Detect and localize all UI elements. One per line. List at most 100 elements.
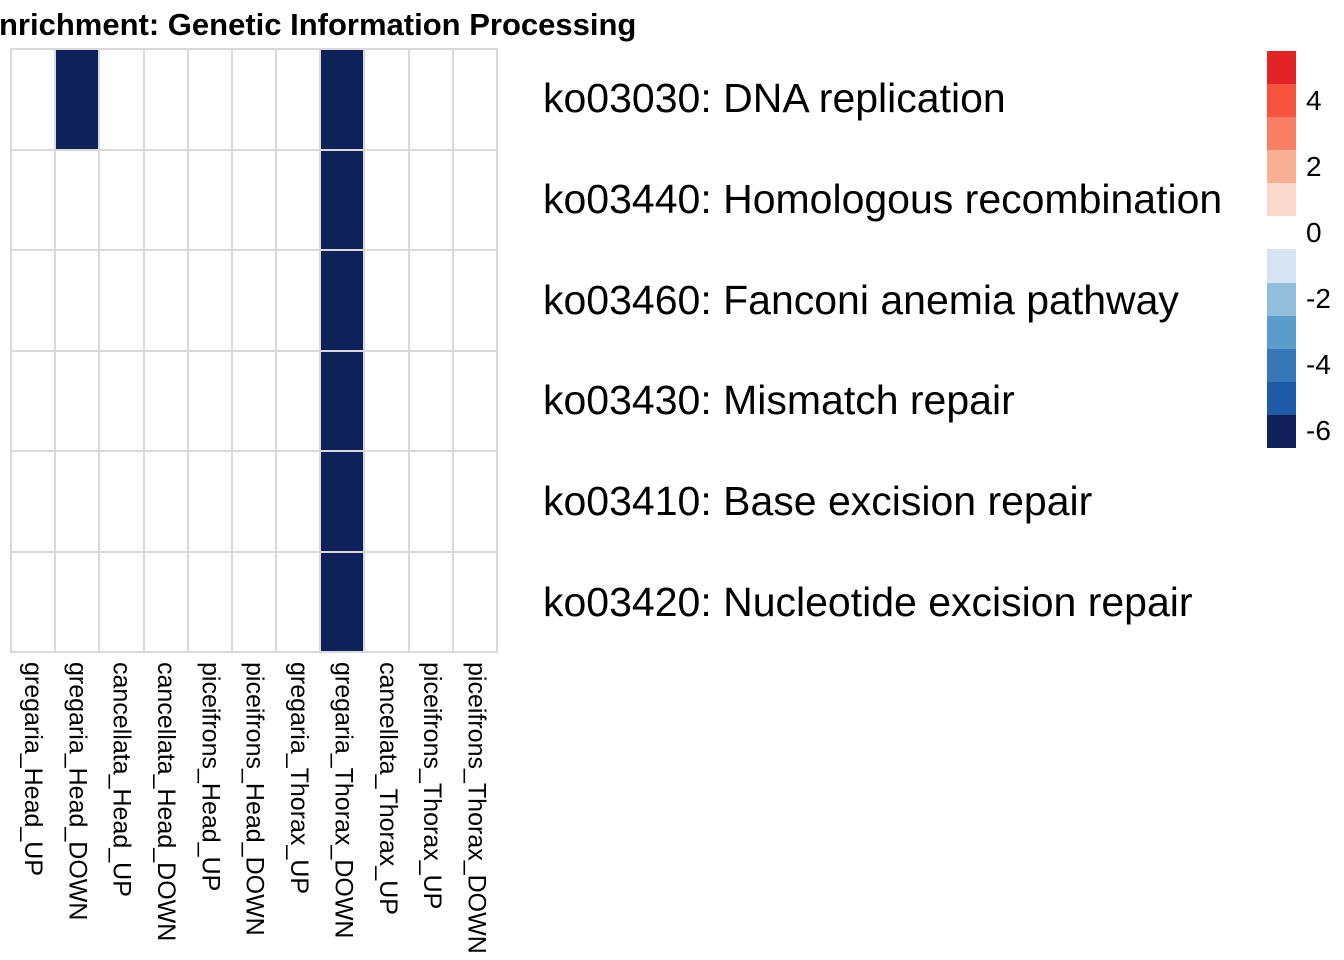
heatmap-cell — [12, 452, 55, 551]
column-label: cancellata_Thorax_UP — [373, 662, 402, 915]
column-label: piceifrons_Thorax_DOWN — [462, 662, 491, 954]
heatmap-cell — [453, 50, 496, 149]
legend-color-bin — [1267, 315, 1296, 349]
heatmap-cell — [277, 351, 320, 450]
color-scale-legend — [1267, 51, 1296, 448]
column-label: piceifrons_Head_DOWN — [240, 662, 269, 936]
heatmap-cell — [277, 452, 320, 551]
heatmap-cell — [232, 251, 276, 350]
legend-tick-label: -2 — [1306, 283, 1331, 315]
heatmap-cell — [365, 452, 408, 551]
column-label: piceifrons_Thorax_UP — [418, 662, 447, 910]
legend-color-bin — [1267, 282, 1296, 316]
legend-color-bin — [1267, 51, 1296, 85]
legend-color-bin — [1267, 381, 1296, 415]
heatmap-cell — [144, 150, 187, 249]
row-label: ko03030: DNA replication — [543, 74, 1006, 121]
column-label: piceifrons_Head_UP — [196, 662, 225, 892]
column-label-slot: piceifrons_Thorax_UP — [409, 662, 453, 960]
heatmap-cell — [188, 150, 231, 249]
heatmap-cell — [365, 150, 408, 249]
heatmap-cell — [321, 50, 364, 149]
column-label: cancellata_Head_DOWN — [152, 662, 180, 942]
heatmap-grid — [10, 48, 498, 653]
heatmap-cell — [453, 150, 496, 249]
legend-color-bin — [1267, 117, 1296, 151]
heatmap-cell — [12, 251, 55, 350]
heatmap-cell — [453, 552, 496, 651]
heatmap-cell — [56, 552, 99, 651]
legend-color-bin — [1267, 216, 1296, 250]
legend-color-bin — [1267, 183, 1296, 217]
heatmap-cell — [56, 351, 99, 450]
column-label-slot: gregaria_Head_DOWN — [54, 662, 98, 960]
heatmap-cell — [321, 351, 364, 450]
column-label-slot: cancellata_Head_UP — [99, 662, 143, 960]
heatmap-cell — [409, 452, 452, 551]
heatmap-cell — [100, 552, 143, 651]
column-label: cancellata_Head_UP — [107, 662, 136, 897]
column-label-slot: piceifrons_Head_DOWN — [232, 662, 276, 960]
heatmap-cell — [365, 351, 408, 450]
heatmap-cell — [409, 351, 452, 450]
legend-tick-label: 2 — [1306, 150, 1322, 182]
legend-tick-label: -6 — [1306, 415, 1331, 447]
heatmap-cell — [12, 552, 55, 651]
heatmap-cell — [409, 251, 452, 350]
legend-color-bin — [1267, 414, 1296, 448]
column-label-slot: piceifrons_Head_UP — [187, 662, 231, 960]
heatmap-cell — [453, 251, 496, 350]
heatmap-cell — [277, 50, 320, 149]
heatmap-cell — [232, 50, 276, 149]
heatmap-cell — [321, 150, 364, 249]
heatmap-cell — [409, 552, 452, 651]
row-label: ko03410: Base excision repair — [543, 478, 1093, 525]
heatmap-cell — [409, 150, 452, 249]
heatmap-cell — [232, 351, 276, 450]
heatmap-cell — [365, 50, 408, 149]
column-label-slot: gregaria_Thorax_DOWN — [321, 662, 365, 960]
heatmap-cell — [232, 552, 276, 651]
heatmap-cell — [56, 50, 99, 149]
column-label: gregaria_Thorax_DOWN — [329, 662, 358, 939]
heatmap-cell — [277, 552, 320, 651]
column-label-slot: gregaria_Thorax_UP — [276, 662, 320, 960]
heatmap-cell — [56, 251, 99, 350]
heatmap-cell — [188, 50, 231, 149]
legend-color-bin — [1267, 150, 1296, 184]
legend-tick-labels: 4 2 0 -2 -4 -6 — [1306, 0, 1344, 960]
row-label: ko03440: Homologous recombination — [543, 175, 1223, 222]
heatmap-cell — [144, 251, 187, 350]
heatmap-cell — [100, 452, 143, 551]
heatmap-cell — [321, 452, 364, 551]
heatmap-cell — [12, 150, 55, 249]
legend-tick-label: -4 — [1306, 349, 1331, 381]
row-label: ko03420: Nucleotide excision repair — [543, 579, 1193, 626]
heatmap-cell — [188, 452, 231, 551]
legend-color-bin — [1267, 84, 1296, 118]
heatmap-cell — [144, 552, 187, 651]
column-label-slot: piceifrons_Thorax_DOWN — [454, 662, 498, 960]
heatmap-cell — [100, 50, 143, 149]
legend-tick-label: 4 — [1306, 84, 1322, 116]
heatmap-cell — [100, 351, 143, 450]
heatmap-cell — [321, 552, 364, 651]
heatmap-cell — [144, 50, 187, 149]
column-label-slot: gregaria_Head_UP — [10, 662, 54, 960]
column-label: gregaria_Head_DOWN — [63, 662, 92, 921]
heatmap-cell — [56, 452, 99, 551]
heatmap-cell — [365, 251, 408, 350]
heatmap-cell — [56, 150, 99, 249]
heatmap-cell — [453, 452, 496, 551]
heatmap-cell — [277, 251, 320, 350]
heatmap-cell — [144, 452, 187, 551]
heatmap-cell — [232, 150, 276, 249]
heatmap-cell — [365, 552, 408, 651]
heatmap-cell — [453, 351, 496, 450]
heatmap-cell — [188, 351, 231, 450]
chart-title: nrichment: Genetic Information Processin… — [0, 7, 637, 42]
column-label: gregaria_Head_UP — [18, 662, 47, 877]
column-label-slot: cancellata_Head_DOWN — [143, 662, 187, 960]
legend-tick-label: 0 — [1306, 216, 1322, 248]
